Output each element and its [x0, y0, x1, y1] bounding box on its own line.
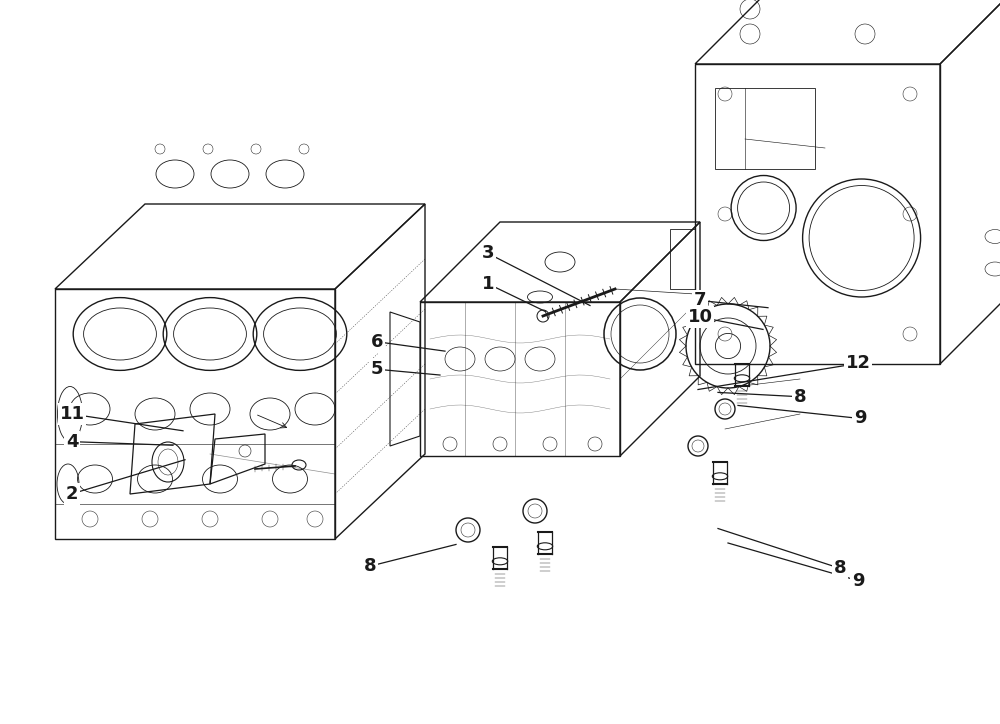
Text: 4: 4: [66, 433, 78, 450]
Text: 7: 7: [694, 292, 706, 309]
Text: 12: 12: [846, 355, 870, 372]
Text: 2: 2: [66, 485, 78, 502]
Text: 8: 8: [794, 388, 806, 405]
Text: 9: 9: [854, 410, 866, 427]
Text: 11: 11: [60, 405, 84, 423]
Text: 8: 8: [364, 557, 376, 575]
Text: 3: 3: [482, 245, 494, 262]
Text: 5: 5: [371, 361, 383, 378]
Text: 10: 10: [688, 308, 712, 326]
Text: 9: 9: [852, 572, 864, 589]
Text: 1: 1: [482, 275, 494, 292]
Text: 8: 8: [834, 560, 846, 577]
Text: 6: 6: [371, 333, 383, 350]
